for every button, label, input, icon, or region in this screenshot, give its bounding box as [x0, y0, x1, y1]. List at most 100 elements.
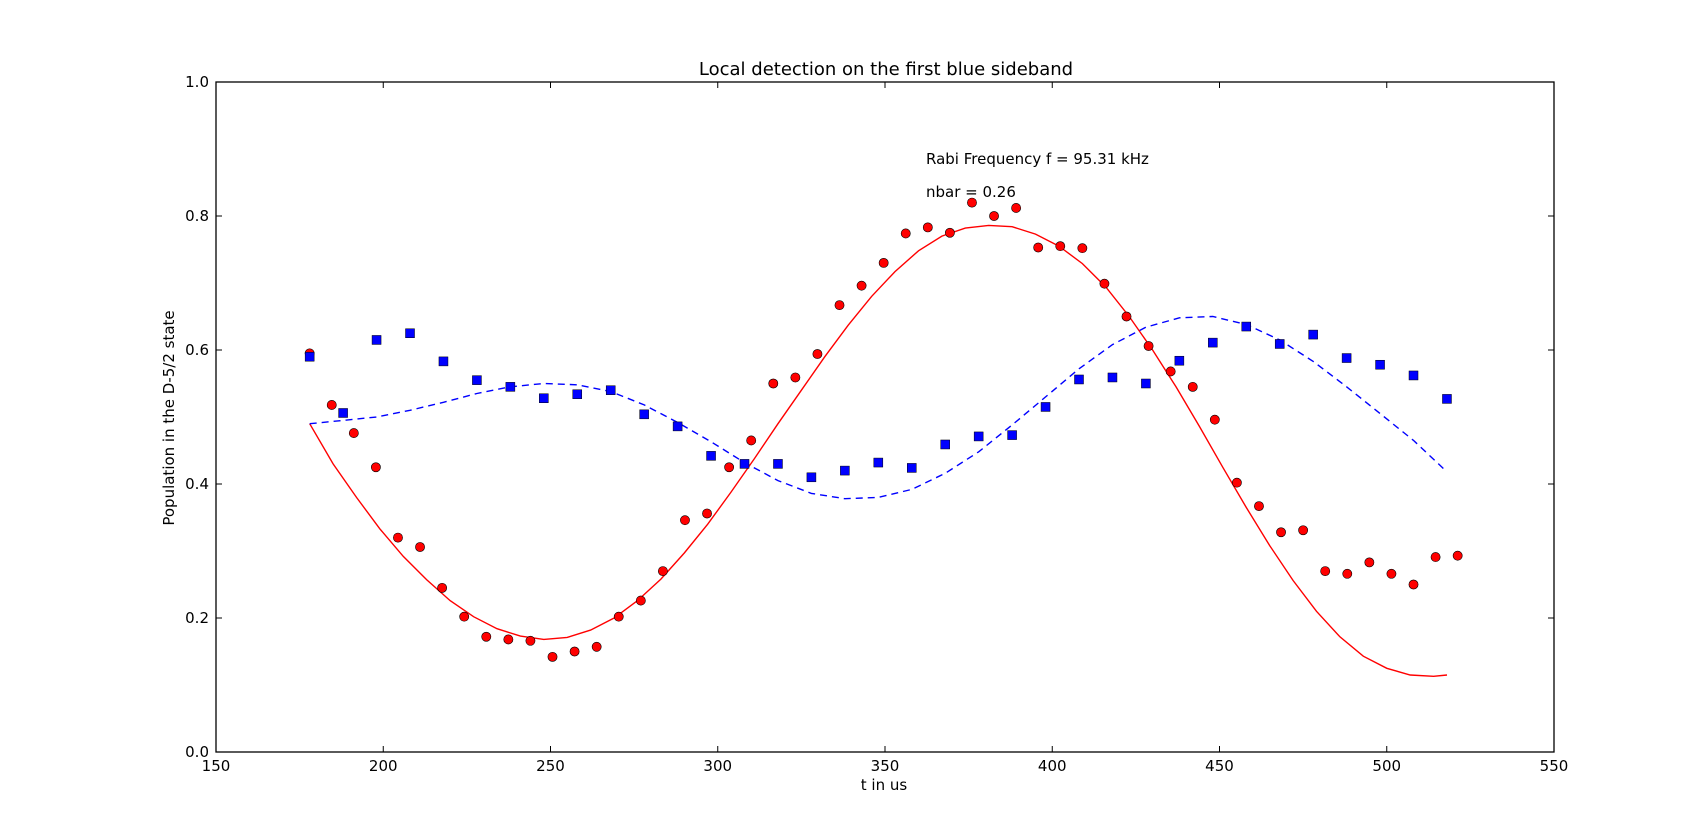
red-data-point [1386, 568, 1397, 579]
y-tick-label: 1.0 [185, 73, 209, 91]
red-data-point [1099, 278, 1110, 289]
blue-data-point [1375, 359, 1385, 370]
red-data-point [348, 428, 359, 438]
red-data-point [1452, 550, 1463, 561]
chart-title: Local detection on the first blue sideba… [699, 59, 1073, 80]
blue-data-point [1442, 394, 1452, 404]
red-data-point [790, 372, 801, 383]
blue-data-point [806, 472, 817, 483]
y-axis-label: Population in the D-5/2 state [160, 310, 178, 525]
red-data-point [591, 641, 602, 652]
blue-data-point [1241, 321, 1252, 332]
red-data-point [503, 634, 514, 645]
blue-data-point [405, 328, 415, 338]
red-data-point [856, 280, 867, 291]
blue-data-point [1141, 378, 1151, 389]
x-axis-label: t in us [861, 776, 908, 794]
red-data-point [1143, 341, 1154, 351]
blue-data-point [1040, 402, 1051, 412]
blue-data-point [706, 451, 716, 461]
red-data-point [370, 462, 381, 473]
red-data-point [834, 300, 845, 311]
x-tick-label: 200 [369, 757, 398, 775]
y-tick-label: 0.0 [185, 743, 209, 761]
red-data-point [613, 611, 624, 622]
red-data-point [702, 508, 712, 519]
x-tick-label: 500 [1372, 757, 1401, 775]
blue-data-point [1341, 353, 1352, 363]
red-data-point [1298, 525, 1309, 536]
red-data-point [989, 211, 999, 221]
red-data-point [326, 400, 337, 410]
red-data-point [459, 611, 470, 622]
blue-data-point [973, 431, 984, 442]
blue-data-point [505, 382, 516, 392]
blue-data-point [873, 457, 884, 468]
nbar-annotation: nbar = 0.26 [926, 183, 1016, 201]
blue-data-point [773, 459, 783, 469]
y-tick-label: 0.8 [185, 207, 209, 225]
red-data-point [1231, 477, 1242, 488]
blue-data-point [672, 421, 683, 432]
red-data-point [746, 435, 757, 446]
blue-data-point [371, 335, 382, 345]
red-data-point [1342, 568, 1353, 579]
red-data-point [922, 222, 933, 233]
blue-data-point [438, 356, 449, 367]
blue-data-point [605, 385, 616, 395]
blue-data-point [1107, 372, 1118, 383]
blue-data-point [1408, 370, 1419, 381]
blue-data-point [739, 459, 750, 469]
red-data-point [1430, 552, 1441, 562]
red-data-point [680, 515, 690, 526]
x-tick-label: 450 [1205, 757, 1234, 775]
blue-data-point [338, 408, 348, 418]
y-tick-label: 0.6 [185, 341, 209, 359]
x-tick-label: 400 [1038, 757, 1067, 775]
red-data-point [1209, 414, 1220, 425]
red-data-point [1055, 241, 1066, 252]
blue-data-point [572, 389, 583, 399]
red-data-point [878, 257, 889, 268]
red-data-point [768, 378, 779, 389]
axis-ticks: 150 200 250 300 350 400 450 500 550 0.0 0.2 0.4 0.6 0… [185, 73, 1568, 775]
red-data-point [1011, 203, 1022, 213]
blue-data-point [304, 351, 315, 362]
red-data-point [635, 595, 646, 606]
blue-data-point [940, 439, 950, 450]
red-data-point [437, 582, 448, 593]
red-fit-line [309, 224, 1448, 678]
red-data-point [547, 651, 558, 662]
blue-data-point [1074, 374, 1084, 385]
red-data-point [967, 197, 977, 208]
blue-data-point [1274, 339, 1285, 349]
blue-data-point [1308, 329, 1318, 340]
red-data-point [1320, 566, 1331, 576]
blue-fit-line-dashed [309, 315, 1448, 500]
red-data-point [812, 349, 823, 359]
red-data-point [1121, 311, 1132, 322]
red-data-point [1077, 243, 1088, 254]
red-data-point [481, 631, 492, 642]
blue-data-point [1174, 355, 1185, 366]
red-data-point [1187, 381, 1198, 392]
plot-frame [215, 81, 1555, 753]
red-data-point [1408, 579, 1419, 590]
blue-data-point [840, 465, 850, 476]
red-data-point [1276, 527, 1286, 538]
red-data-point [900, 228, 911, 239]
blue-data-point [472, 375, 482, 385]
red-data-point [1033, 242, 1044, 253]
red-data-point [1254, 501, 1264, 512]
red-data-point [1364, 557, 1375, 568]
x-tick-label: 550 [1540, 757, 1569, 775]
red-data-point [393, 532, 403, 543]
x-tick-label: 150 [202, 757, 231, 775]
y-tick-label: 0.4 [185, 475, 209, 493]
red-data-point [1165, 366, 1176, 377]
blue-data-point [1208, 337, 1218, 348]
x-tick-label: 300 [703, 757, 732, 775]
red-data-point [415, 542, 425, 552]
blue-data-point [1007, 430, 1017, 440]
blue-data-point [639, 409, 649, 420]
